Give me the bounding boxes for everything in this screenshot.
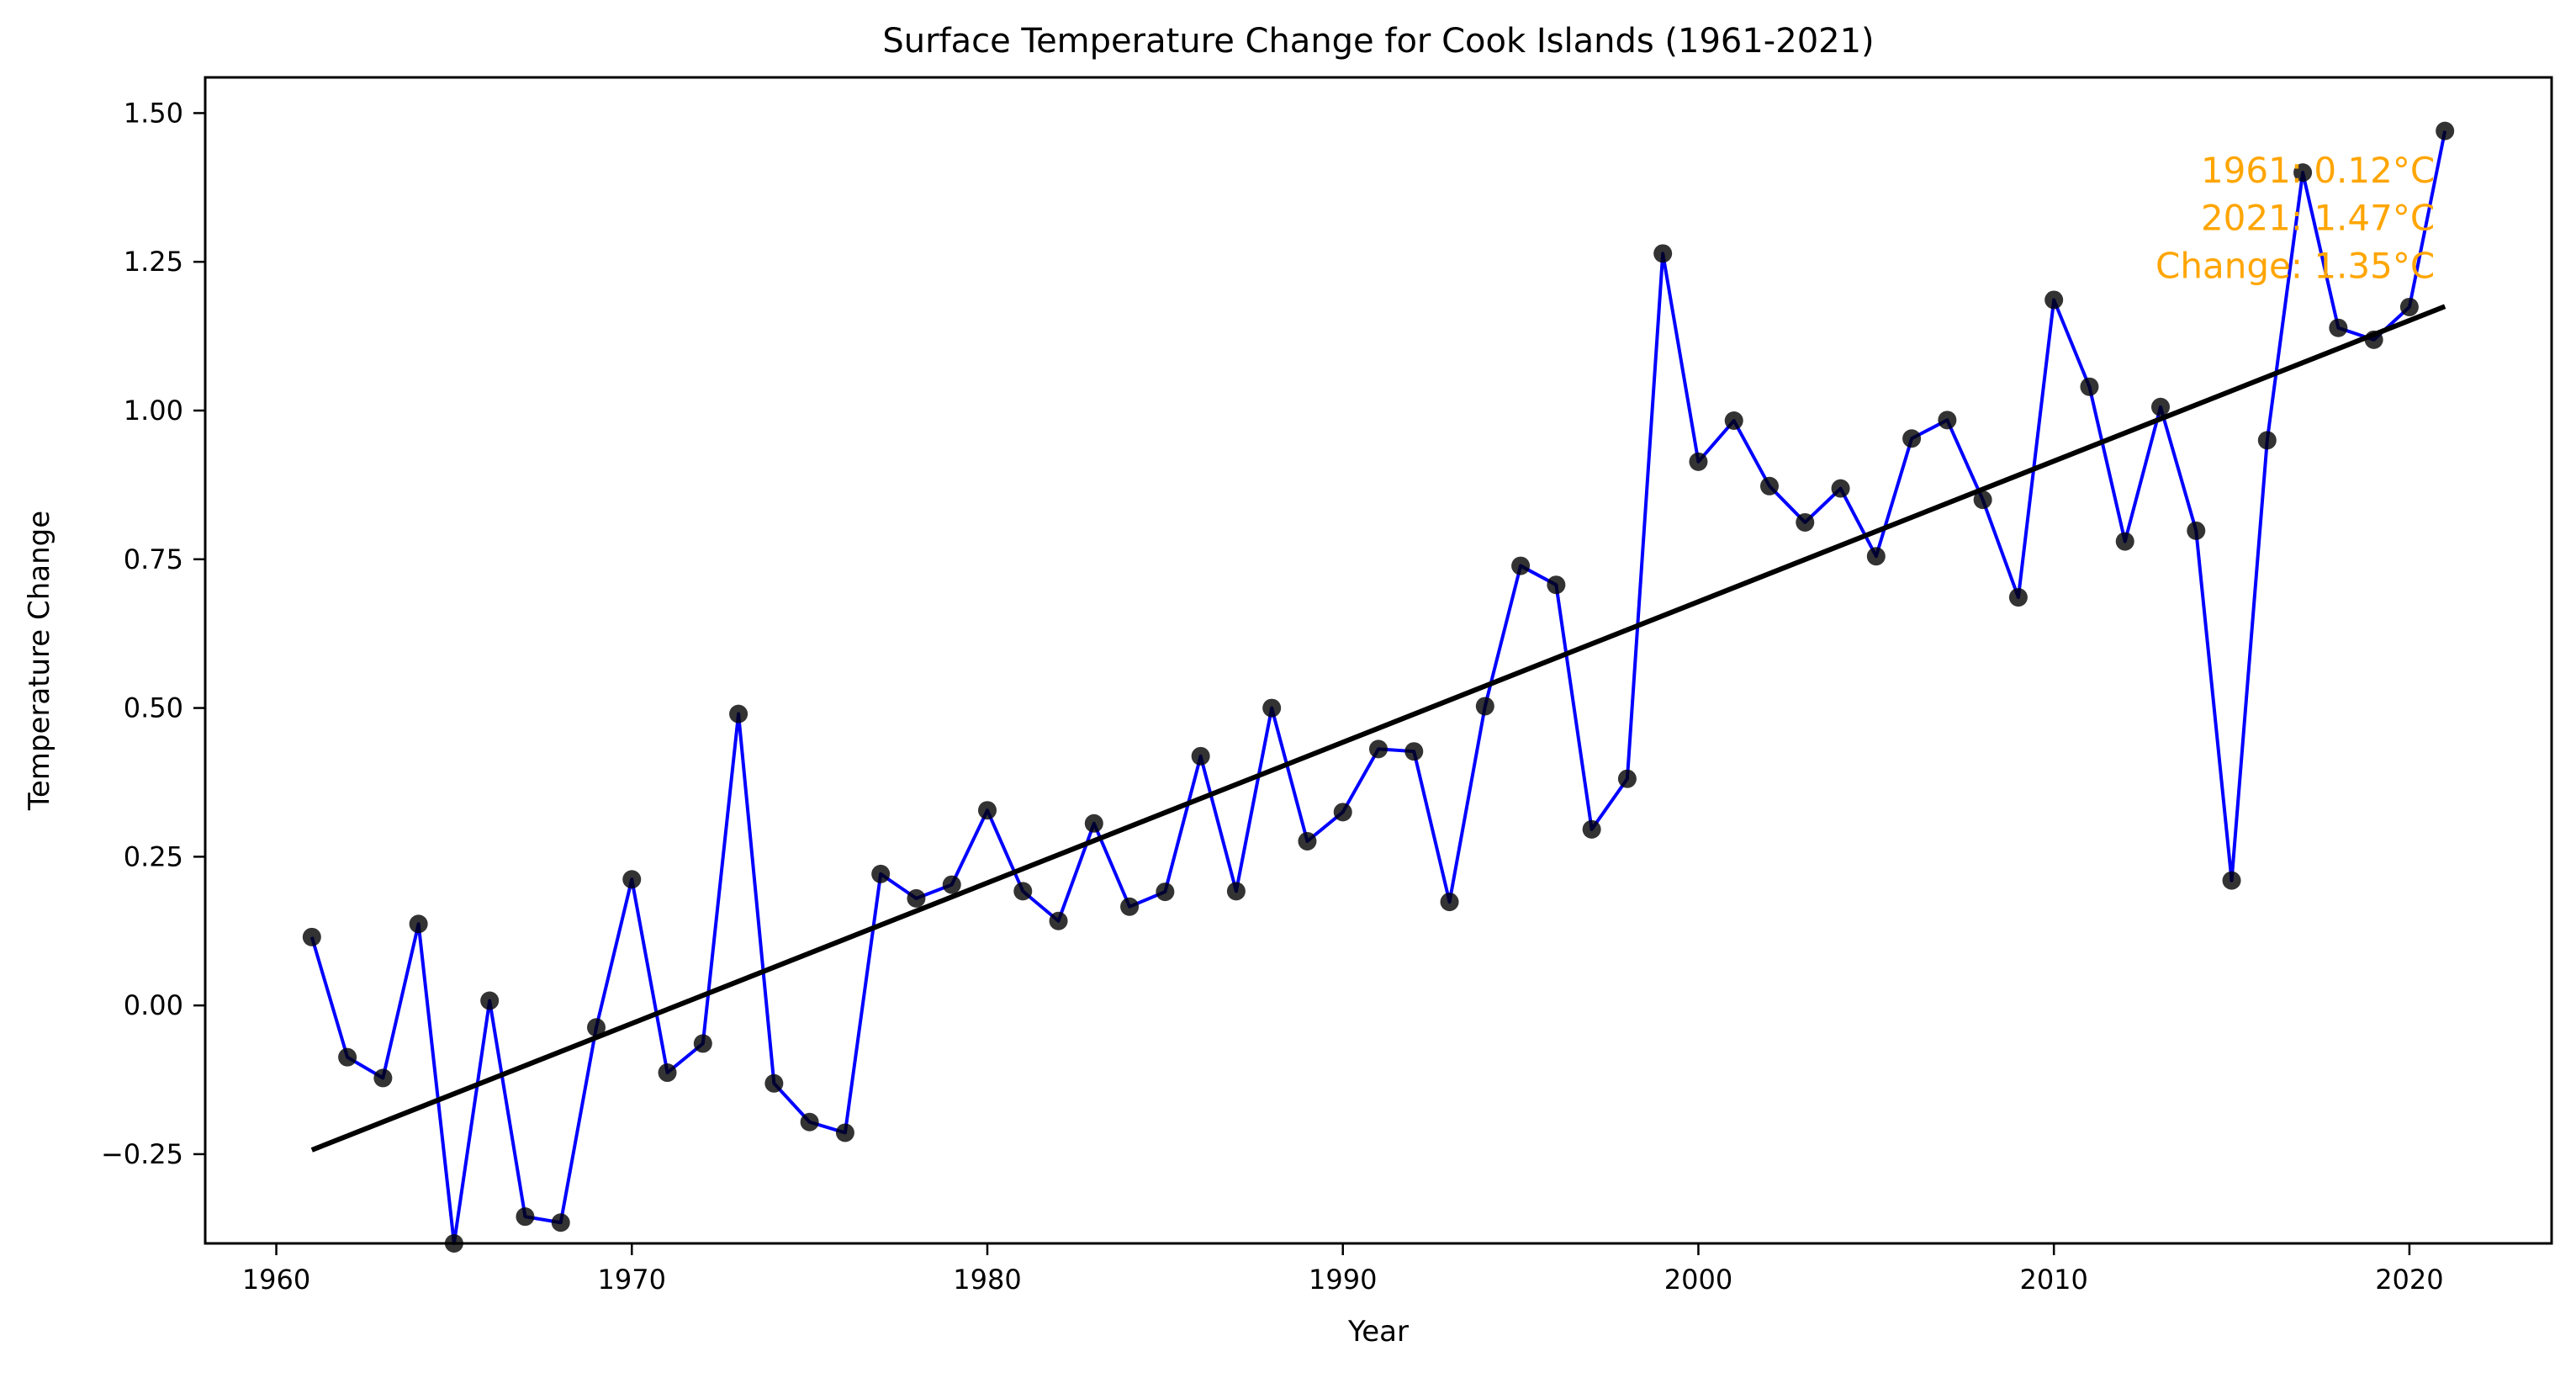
data-point xyxy=(1298,831,1317,851)
y-tick-label: 0.00 xyxy=(124,989,183,1021)
data-point xyxy=(1404,742,1424,761)
data-point xyxy=(1440,893,1459,912)
data-point xyxy=(2329,318,2348,337)
data-point xyxy=(1902,429,1922,448)
x-tick-label: 2000 xyxy=(1664,1264,1732,1296)
data-point xyxy=(2115,532,2134,551)
annotation-text: 2021: 1.47°C xyxy=(2201,198,2435,239)
y-tick-label: −0.25 xyxy=(101,1138,183,1170)
data-point xyxy=(2257,431,2277,450)
data-point xyxy=(978,801,997,820)
data-point xyxy=(1191,746,1210,766)
data-point xyxy=(1796,512,1815,532)
x-tick-label: 1960 xyxy=(242,1264,310,1296)
data-point xyxy=(2436,121,2455,140)
data-point xyxy=(729,704,748,723)
data-point xyxy=(1156,882,1175,902)
y-axis-label: Temperature Change xyxy=(23,511,56,811)
data-point xyxy=(587,1018,606,1037)
axes: 1960 1970 1980 1990 2000 2010 2020 −0.25 0.00 0.2… xyxy=(101,97,2444,1296)
data-point xyxy=(2187,521,2206,540)
annotation-text: Change: 1.35°C xyxy=(2155,245,2435,286)
data-point xyxy=(1973,490,1992,510)
data-point xyxy=(693,1034,712,1053)
data-point xyxy=(1013,882,1033,901)
y-tick-label: 1.25 xyxy=(124,246,183,278)
data-point xyxy=(373,1068,393,1088)
x-tick-label: 2010 xyxy=(2019,1264,2087,1296)
y-tick-label: 1.50 xyxy=(124,97,183,129)
data-point xyxy=(871,864,891,883)
x-tick-label: 1990 xyxy=(1309,1264,1377,1296)
x-tick-label: 2020 xyxy=(2375,1264,2443,1296)
data-point xyxy=(1262,698,1282,718)
data-point xyxy=(622,870,642,889)
data-point xyxy=(1084,814,1103,833)
data-point xyxy=(1653,244,1673,263)
data-point xyxy=(907,888,926,908)
data-point xyxy=(409,914,428,934)
data-point xyxy=(1866,547,1886,566)
plot-frame xyxy=(204,76,2553,1245)
data-point xyxy=(338,1047,357,1067)
data-point xyxy=(2008,588,2028,607)
data-point xyxy=(2293,163,2313,183)
data-point xyxy=(1938,411,1957,430)
chart-title: Surface Temperature Change for Cook Isla… xyxy=(882,22,1874,61)
data-point xyxy=(1831,479,1850,498)
data-point xyxy=(835,1123,854,1142)
data-point xyxy=(1475,697,1494,716)
data-point xyxy=(302,927,321,946)
data-point xyxy=(480,991,500,1010)
data-point xyxy=(516,1207,535,1227)
y-tick-label: 0.25 xyxy=(124,840,183,872)
data-point xyxy=(1724,411,1743,431)
y-tick-label: 0.50 xyxy=(124,692,183,724)
data-point xyxy=(1120,897,1140,916)
data-point xyxy=(551,1213,570,1232)
plot-area: 1961: 0.12°C 2021: 1.47°C Change: 1.35°C xyxy=(302,121,2455,1253)
data-point xyxy=(1582,819,1601,839)
y-tick-label: 0.75 xyxy=(124,543,183,575)
annotation-text: 1961: 0.12°C xyxy=(2201,150,2435,191)
data-point xyxy=(1049,911,1068,930)
data-point xyxy=(1689,452,1708,471)
data-point xyxy=(1547,575,1566,595)
data-point xyxy=(658,1063,677,1083)
data-point xyxy=(942,875,961,894)
data-point xyxy=(2080,377,2099,396)
x-tick-label: 1980 xyxy=(953,1264,1021,1296)
data-point xyxy=(1511,556,1531,575)
data-point xyxy=(2399,297,2419,316)
data-point xyxy=(800,1112,819,1132)
y-tick-label: 1.00 xyxy=(124,395,183,427)
data-point xyxy=(1617,769,1637,788)
data-point xyxy=(2151,397,2170,416)
data-point xyxy=(764,1073,784,1093)
trend-line xyxy=(310,304,2446,1153)
data-point xyxy=(2044,290,2064,310)
x-axis-label: Year xyxy=(1347,1315,1409,1349)
data-point xyxy=(2222,871,2241,890)
data-point xyxy=(1333,803,1352,822)
x-tick-label: 1970 xyxy=(598,1264,666,1296)
data-point xyxy=(1226,882,1246,901)
data-point xyxy=(1760,476,1779,496)
data-point xyxy=(1369,739,1388,759)
